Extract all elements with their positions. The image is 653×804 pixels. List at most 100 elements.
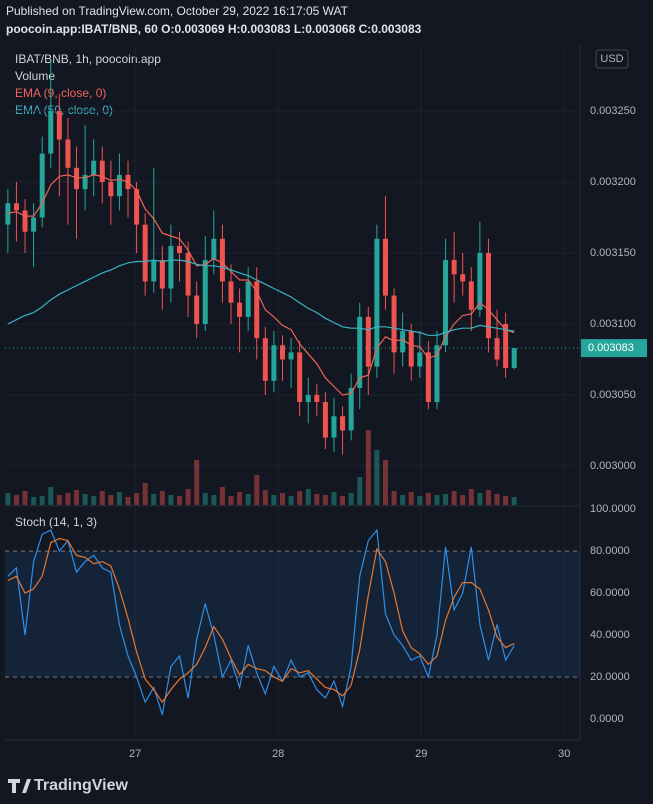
x-tick-label: 29 — [415, 748, 427, 760]
logo-text: TradingView — [34, 777, 129, 794]
volume-bar — [305, 489, 311, 505]
volume-bar — [91, 496, 97, 505]
stoch-line — [7, 528, 515, 715]
symbol-line: poocoin.app:IBAT/BNB, 60 O:0.003069 H:0.… — [6, 22, 422, 36]
volume-bar — [391, 491, 397, 505]
volume-bar — [99, 491, 105, 505]
candle-body — [408, 331, 414, 367]
candle-body — [511, 348, 517, 368]
currency-button[interactable] — [595, 49, 629, 69]
candle-body — [262, 338, 268, 381]
volume-bar — [48, 487, 54, 505]
candle-body — [340, 416, 346, 431]
y-tick-label: 80.0000 — [590, 545, 630, 557]
currency: USD — [600, 53, 623, 65]
candle-body — [91, 160, 97, 175]
volume-bar — [82, 494, 88, 505]
candle-body — [271, 345, 277, 381]
candle-body — [168, 245, 174, 289]
volume-bar — [271, 495, 277, 505]
volume-bar — [477, 493, 483, 505]
volume-bar — [5, 493, 11, 505]
candle-body — [56, 111, 62, 140]
volume-bar — [494, 494, 500, 505]
volume-bar — [511, 497, 517, 505]
volume-bar — [142, 483, 148, 505]
candle-body — [185, 252, 191, 296]
last-price-label: 0.003083 — [588, 342, 634, 354]
x-tick-label: 28 — [272, 748, 284, 760]
volume-bar — [297, 491, 303, 505]
candle-body — [357, 316, 363, 388]
volume-bar — [125, 497, 131, 505]
candle-body — [443, 260, 449, 346]
candle-body — [348, 387, 354, 431]
candle-body — [219, 238, 225, 282]
candle-body — [39, 153, 45, 218]
volume-bar — [108, 495, 114, 505]
volume-bar — [56, 495, 62, 505]
volume-bar — [417, 496, 423, 505]
candle-body — [434, 345, 440, 403]
volume-bar — [382, 460, 388, 505]
y-tick-label: 0.003250 — [590, 105, 636, 117]
last-price-box — [581, 339, 647, 358]
candle-body — [468, 281, 474, 310]
volume-bar — [331, 492, 337, 505]
y-tick-label: 0.003050 — [590, 389, 636, 401]
candle-body — [254, 281, 260, 339]
logo-icon — [8, 779, 31, 793]
y-tick-label: 40.0000 — [590, 629, 630, 641]
volume-bar — [262, 490, 268, 505]
y-tick-label: 0.003200 — [590, 176, 636, 188]
candle-body — [134, 189, 140, 225]
candle-body — [314, 394, 320, 403]
volume-bar — [74, 490, 80, 505]
legend-ema9: EMA (9, close, 0) — [15, 86, 106, 100]
volume-bar — [434, 495, 440, 505]
volume-bar — [177, 496, 183, 505]
candle-body — [245, 281, 251, 317]
candle-body — [477, 252, 483, 310]
legend-volume: Volume — [15, 69, 55, 83]
volume-bar — [451, 491, 457, 505]
legend-ema50: EMA (50, close, 0) — [15, 103, 113, 117]
candle-body — [82, 174, 88, 190]
y-tick-label: 0.003100 — [590, 318, 636, 330]
volume-bar — [365, 430, 371, 505]
candle-body — [485, 252, 491, 339]
volume-bar — [425, 493, 431, 505]
candle-body — [400, 331, 406, 353]
candle-body — [322, 402, 328, 438]
volume-bar — [468, 489, 474, 505]
volume-bar — [13, 495, 19, 505]
candle-body — [194, 295, 200, 324]
stoch-title: Stoch (14, 1, 3) — [15, 515, 97, 529]
volume-bar — [22, 491, 28, 505]
candle-body — [142, 224, 148, 282]
candle-body — [228, 281, 234, 303]
volume-bar — [237, 492, 243, 505]
candle-body — [374, 238, 380, 367]
volume-bar — [219, 487, 225, 505]
volume-bar — [348, 493, 354, 505]
tradingview-logo: TradingView — [8, 777, 129, 794]
candle-body — [391, 295, 397, 353]
candle-body — [460, 274, 466, 282]
volume-bar — [168, 495, 174, 505]
candle-body — [331, 416, 337, 438]
candle-body — [48, 111, 54, 154]
volume-bar — [485, 490, 491, 505]
volume-bar — [443, 494, 449, 505]
volume-bar — [288, 496, 294, 505]
volume-bar — [322, 495, 328, 505]
volume-bar — [408, 492, 414, 505]
candle-body — [425, 352, 431, 403]
candle-body — [99, 160, 105, 183]
volume-bar — [185, 489, 191, 505]
x-tick-label: 30 — [558, 748, 570, 760]
volume-bar — [134, 493, 140, 505]
candle-body — [288, 352, 294, 360]
legend-title: IBAT/BNB, 1h, poocoin.app — [15, 52, 161, 66]
